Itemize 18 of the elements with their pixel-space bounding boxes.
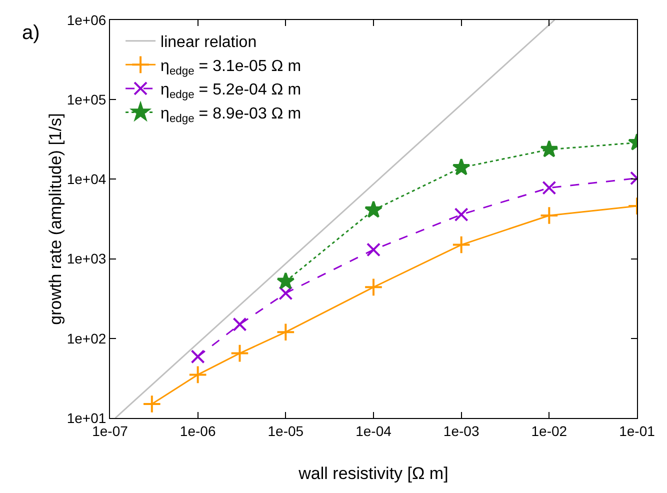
legend-label: η$_{edge}$ = 3.1e-05 Ω m	[160, 58, 302, 78]
x-tick-label: 1e-03	[443, 422, 480, 439]
x-tick-label: 1e-04	[356, 422, 392, 439]
y-axis-title: growth rate (amplitude) [1/s]	[46, 113, 65, 325]
x-tick-label: 1e-05	[268, 422, 304, 439]
legend-label: linear relation	[160, 34, 257, 52]
text: a)	[22, 22, 40, 44]
y-tick-label: 1e+04	[66, 171, 106, 188]
x-axis-title: wall resistivity [Ω m]	[298, 464, 448, 483]
x-tick-label: 1e-06	[180, 422, 216, 439]
legend-label: η$_{edge}$ = 8.9e-03 Ω m	[160, 106, 302, 125]
y-tick-label: 1e+05	[66, 92, 106, 108]
x-tick-label: 1e-02	[531, 422, 568, 439]
y-tick-label: 1e+06	[66, 12, 106, 28]
y-tick-label: 1e+02	[66, 330, 106, 346]
y-tick-label: 1e+03	[66, 250, 106, 267]
x-tick-label: 1e-01	[619, 422, 656, 439]
legend-label: η$_{edge}$ = 5.2e-04 Ω m	[160, 82, 302, 102]
